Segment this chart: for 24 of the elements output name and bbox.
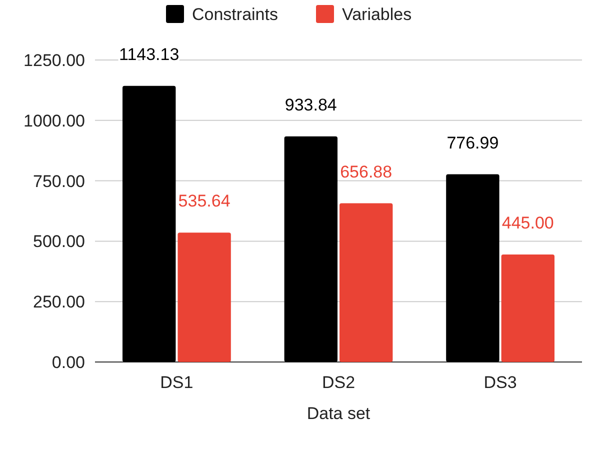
bar <box>340 203 393 362</box>
data-label: 445.00 <box>502 213 554 232</box>
y-tick-label: 1000.00 <box>24 111 85 130</box>
data-label: 1143.13 <box>119 44 180 64</box>
bar <box>501 254 554 362</box>
y-tick-label: 500.00 <box>33 232 85 252</box>
data-label: 535.64 <box>178 192 230 211</box>
bar <box>178 232 231 362</box>
x-tick-label: DS2 <box>322 373 356 392</box>
x-tick-label: DS3 <box>484 373 517 392</box>
legend-label: Constraints <box>192 4 278 24</box>
data-label: 656.88 <box>340 162 392 182</box>
bar <box>284 136 338 362</box>
x-axis-title: Data set <box>306 404 370 423</box>
y-tick-label: 250.00 <box>33 292 85 312</box>
legend-label: Variables <box>342 4 412 24</box>
data-label: 776.99 <box>446 133 499 152</box>
bar <box>122 86 176 362</box>
y-tick-label: 750.00 <box>33 172 85 191</box>
x-tick-label: DS1 <box>160 373 194 392</box>
y-tick-label: 0.00 <box>52 352 85 372</box>
data-label: 933.84 <box>284 95 337 114</box>
y-tick-label: 1250.00 <box>24 50 85 70</box>
bar <box>446 174 500 362</box>
